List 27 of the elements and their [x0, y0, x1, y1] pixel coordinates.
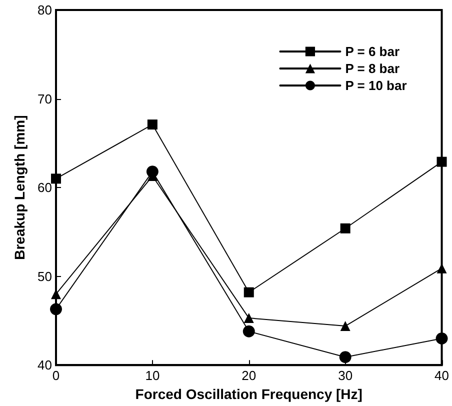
- y-tick-label: 70: [38, 91, 52, 106]
- point: [339, 351, 352, 364]
- point: [147, 120, 158, 130]
- y-tick-label: 60: [38, 180, 52, 196]
- x-tick-label: 40: [434, 368, 450, 384]
- point: [340, 223, 350, 234]
- point: [436, 332, 448, 344]
- legend-label: P = 10 bar: [345, 78, 407, 93]
- y-tick-label: 40: [38, 358, 52, 373]
- y-axis-title: Breakup Length [mm]: [12, 115, 28, 260]
- point: [244, 313, 254, 324]
- y-tick-label: 80: [38, 2, 52, 18]
- x-tick-label: 20: [242, 368, 256, 384]
- x-tick-label: 30: [338, 368, 353, 384]
- point: [244, 287, 254, 298]
- x-tick-label: 10: [145, 368, 160, 384]
- y-tick-label: 50: [38, 268, 52, 284]
- x-tick-label: 0: [52, 368, 60, 384]
- point: [146, 166, 158, 178]
- point: [51, 174, 61, 184]
- point: [436, 156, 447, 167]
- point: [340, 321, 350, 332]
- point: [50, 303, 62, 316]
- legend-label: P = 6 bar: [345, 44, 400, 59]
- legend-label: P = 8 bar: [345, 61, 400, 76]
- x-axis-title: Forced Oscillation Frequency [Hz]: [135, 386, 362, 402]
- point: [242, 325, 255, 338]
